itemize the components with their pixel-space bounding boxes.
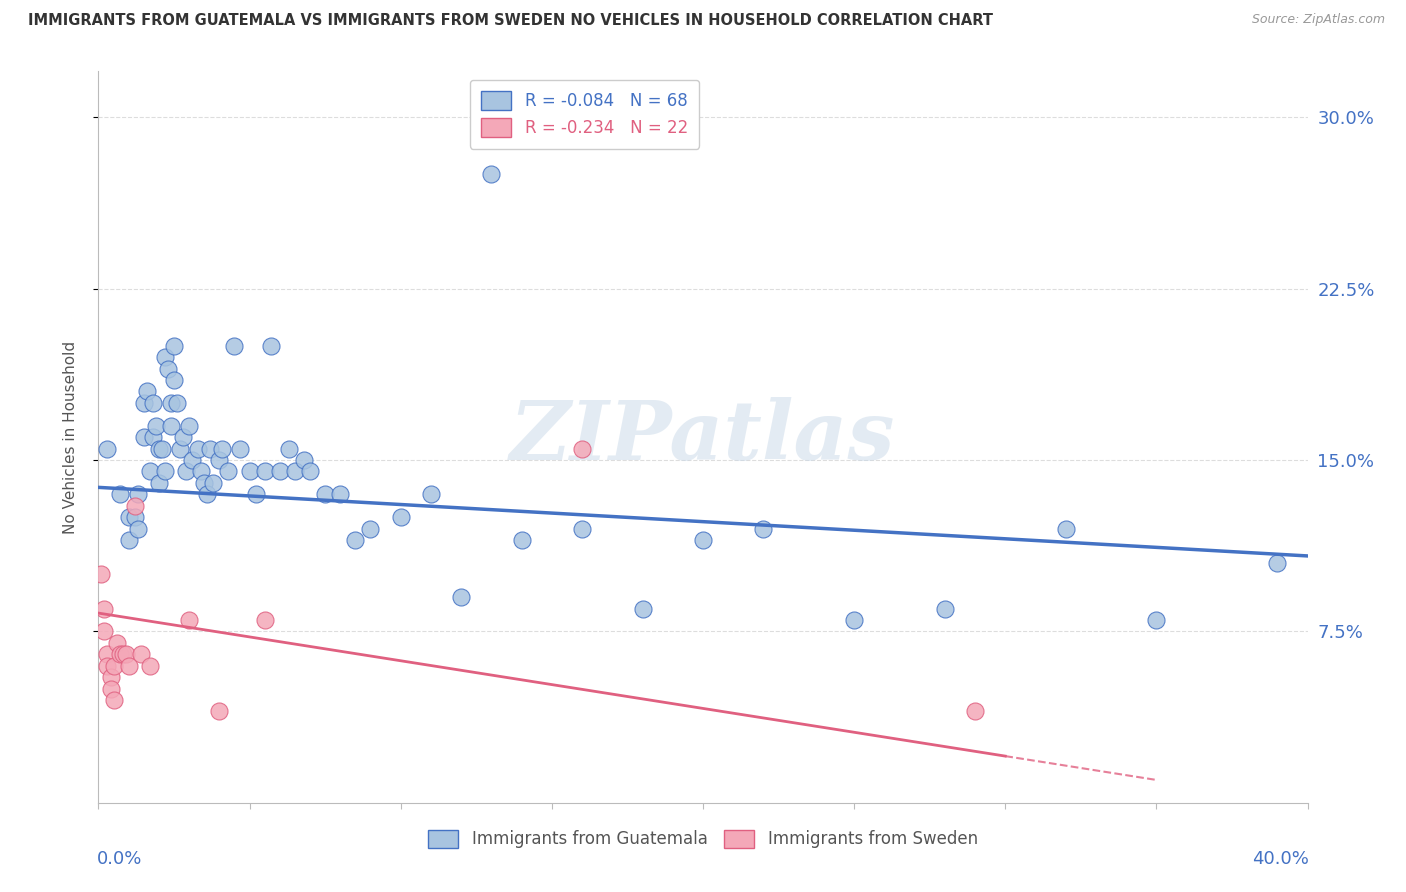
Point <box>111 647 134 661</box>
Legend: Immigrants from Guatemala, Immigrants from Sweden: Immigrants from Guatemala, Immigrants fr… <box>420 822 986 856</box>
Point <box>245 487 267 501</box>
Point <box>108 647 131 661</box>
Point <box>360 521 382 535</box>
Point <box>187 442 209 456</box>
Point <box>148 442 170 456</box>
Point <box>124 510 146 524</box>
Point <box>389 510 412 524</box>
Point <box>292 453 315 467</box>
Point <box>965 705 987 719</box>
Point <box>174 464 197 478</box>
Point <box>118 533 141 547</box>
Point <box>1144 613 1167 627</box>
Point <box>163 373 186 387</box>
Point <box>105 636 128 650</box>
Text: IMMIGRANTS FROM GUATEMALA VS IMMIGRANTS FROM SWEDEN NO VEHICLES IN HOUSEHOLD COR: IMMIGRANTS FROM GUATEMALA VS IMMIGRANTS … <box>28 13 993 29</box>
Text: 40.0%: 40.0% <box>1251 850 1309 868</box>
Point <box>314 487 336 501</box>
Point <box>124 499 146 513</box>
Point <box>344 533 367 547</box>
Point <box>127 487 149 501</box>
Point <box>510 533 533 547</box>
Point <box>132 430 155 444</box>
Point <box>160 396 183 410</box>
Point <box>208 453 231 467</box>
Point <box>96 658 118 673</box>
Point <box>571 521 593 535</box>
Point <box>108 487 131 501</box>
Point <box>202 475 225 490</box>
Point <box>329 487 352 501</box>
Point <box>142 396 165 410</box>
Point <box>118 510 141 524</box>
Point <box>420 487 443 501</box>
Point <box>239 464 262 478</box>
Point <box>190 464 212 478</box>
Point <box>93 601 115 615</box>
Point <box>163 338 186 352</box>
Point <box>139 464 162 478</box>
Point <box>135 384 157 399</box>
Point <box>253 613 276 627</box>
Point <box>269 464 291 478</box>
Text: 0.0%: 0.0% <box>97 850 142 868</box>
Point <box>150 442 173 456</box>
Text: ZIPatlas: ZIPatlas <box>510 397 896 477</box>
Point <box>692 533 714 547</box>
Point <box>229 442 252 456</box>
Point <box>172 430 194 444</box>
Point <box>208 705 231 719</box>
Point <box>103 658 125 673</box>
Point <box>156 361 179 376</box>
Point <box>481 167 503 181</box>
Point <box>571 442 593 456</box>
Point <box>299 464 322 478</box>
Point <box>450 590 472 604</box>
Point <box>96 442 118 456</box>
Point <box>160 418 183 433</box>
Point <box>752 521 775 535</box>
Point <box>224 338 246 352</box>
Point <box>127 521 149 535</box>
Point <box>114 647 136 661</box>
Point <box>139 658 162 673</box>
Point <box>211 442 233 456</box>
Point <box>1267 556 1289 570</box>
Point <box>93 624 115 639</box>
Point <box>148 475 170 490</box>
Point <box>181 453 204 467</box>
Point <box>153 464 176 478</box>
Point <box>284 464 307 478</box>
Point <box>142 430 165 444</box>
Point <box>132 396 155 410</box>
Point <box>193 475 215 490</box>
Point <box>129 647 152 661</box>
Point <box>100 681 122 696</box>
Point <box>200 442 222 456</box>
Point <box>179 418 201 433</box>
Point <box>179 613 201 627</box>
Point <box>96 647 118 661</box>
Point <box>1054 521 1077 535</box>
Point <box>118 658 141 673</box>
Point <box>934 601 956 615</box>
Y-axis label: No Vehicles in Household: No Vehicles in Household <box>63 341 77 533</box>
Point <box>169 442 191 456</box>
Point <box>277 442 299 456</box>
Point <box>844 613 866 627</box>
Point <box>166 396 188 410</box>
Point <box>217 464 239 478</box>
Point <box>145 418 167 433</box>
Point <box>103 693 125 707</box>
Point <box>100 670 122 684</box>
Text: Source: ZipAtlas.com: Source: ZipAtlas.com <box>1251 13 1385 27</box>
Point <box>153 350 176 364</box>
Point <box>260 338 283 352</box>
Point <box>631 601 654 615</box>
Point <box>195 487 218 501</box>
Point <box>253 464 276 478</box>
Point <box>90 567 112 582</box>
